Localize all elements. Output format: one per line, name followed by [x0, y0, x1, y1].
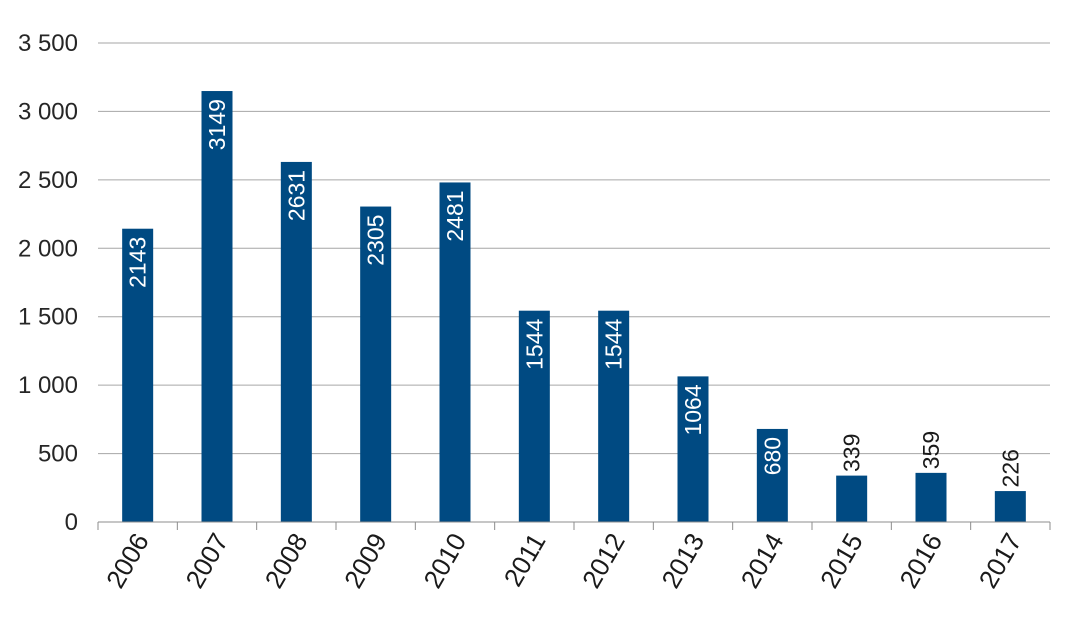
data-label: 1064: [680, 384, 706, 435]
data-label: 1544: [601, 318, 627, 369]
x-tick-label: 2016: [893, 528, 948, 593]
x-tick-label: 2006: [100, 528, 155, 593]
bar: [280, 161, 312, 522]
data-label: 680: [759, 437, 785, 475]
data-label: 339: [839, 434, 865, 472]
bar: [677, 376, 709, 522]
data-label: 2143: [125, 237, 151, 288]
bar: [439, 182, 471, 522]
data-label: 2305: [363, 215, 389, 266]
bar: [518, 310, 550, 522]
bar: [836, 475, 868, 522]
data-label: 359: [918, 431, 944, 469]
bar: [201, 91, 233, 522]
data-label: 3149: [204, 99, 230, 150]
data-label: 2481: [442, 190, 468, 241]
data-labels: 2143 3149 2631 2305 2481 1544 1544 1064 680 339 35…: [125, 99, 1024, 487]
y-tick-label: 1 000: [18, 372, 78, 399]
y-tick-label: 2 500: [18, 167, 78, 194]
x-tick-label: 2012: [576, 528, 631, 593]
y-axis-tick-labels: 0 500 1 000 1 500 2 000 2 500 3 000 3 500: [18, 30, 78, 536]
x-tick-label: 2011: [498, 528, 552, 591]
bar: [360, 206, 392, 522]
bars: [122, 91, 1026, 522]
y-tick-label: 3 000: [18, 98, 78, 125]
y-tick-label: 3 500: [18, 30, 78, 57]
data-label: 2631: [283, 170, 309, 221]
x-tick-label: 2009: [338, 528, 393, 593]
data-label: 1544: [521, 318, 547, 369]
x-axis-tick-labels: 2006 2007 2008 2009 2010 2011 2012 2013 2014 2015…: [100, 528, 1028, 593]
x-tick-label: 2014: [735, 528, 790, 593]
bar: [994, 491, 1026, 522]
y-tick-label: 1 500: [18, 304, 78, 331]
bar: [598, 310, 630, 522]
bar: [915, 472, 947, 522]
gridlines: [98, 42, 1050, 455]
y-tick-label: 500: [38, 441, 78, 468]
bar: [122, 228, 154, 522]
x-axis: [97, 521, 1051, 530]
x-tick-label: 2007: [179, 528, 234, 593]
x-tick-label: 2017: [973, 528, 1028, 593]
x-tick-label: 2010: [417, 528, 472, 593]
y-tick-label: 2 000: [18, 235, 78, 262]
x-tick-label: 2013: [655, 528, 710, 593]
data-label: 226: [997, 449, 1023, 487]
y-tick-label: 0: [65, 509, 78, 536]
bar: [756, 428, 788, 522]
x-tick-label: 2008: [259, 528, 314, 593]
x-tick-label: 2015: [814, 528, 869, 593]
